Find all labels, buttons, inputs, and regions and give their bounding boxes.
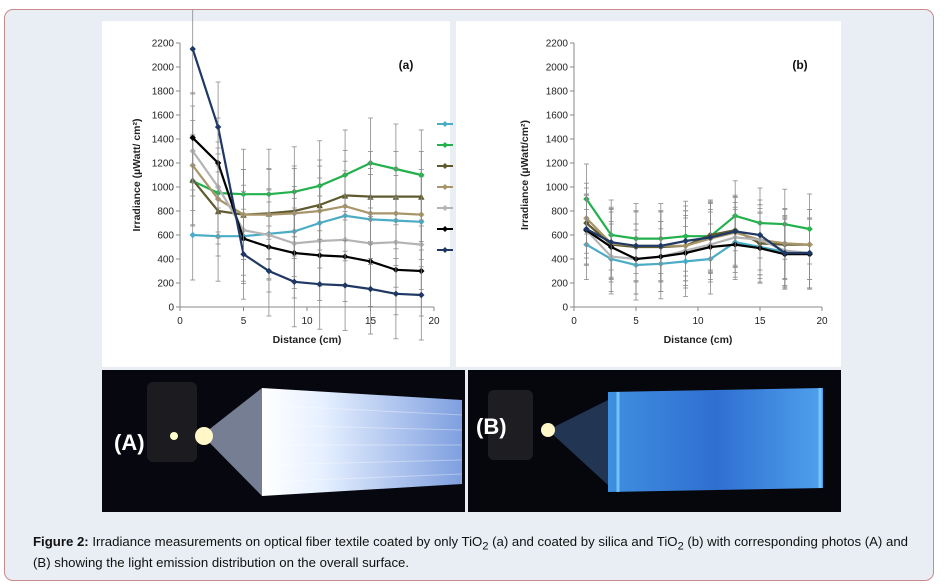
- figure-caption: Figure 2: Irradiance measurements on opt…: [33, 534, 913, 570]
- x-axis-title: Distance (cm): [273, 334, 342, 346]
- y-tick-label: 200: [551, 279, 568, 290]
- x-tick-label: 5: [241, 316, 247, 327]
- caption-lead: Figure 2:: [33, 534, 89, 549]
- data-point: [291, 278, 298, 285]
- y-tick-label: 1200: [152, 159, 175, 170]
- y-tick-label: 400: [551, 255, 568, 266]
- chart-b-svg: 0200400600800100012001400160018002000220…: [519, 39, 828, 347]
- y-tick-label: 2000: [546, 63, 569, 74]
- caption-text-2: (a) and coated by silica and TiO: [488, 534, 678, 549]
- y-tick-label: 0: [562, 303, 568, 314]
- data-point: [189, 134, 196, 141]
- y-tick-label: 1000: [152, 183, 175, 194]
- y-tick-label: 600: [551, 231, 568, 242]
- y-axis-title: Irradiance (µWatt/cm²): [519, 120, 531, 230]
- y-tick-label: 600: [157, 231, 174, 242]
- y-tick-label: 800: [157, 207, 174, 218]
- y-tick-label: 1800: [546, 87, 569, 98]
- y-tick-label: 1200: [546, 159, 569, 170]
- series-line: [191, 179, 422, 216]
- caption-sub-1: 2: [482, 540, 489, 553]
- y-tick-label: 2200: [152, 39, 175, 50]
- legend-marker: [442, 142, 448, 148]
- x-tick-label: 20: [428, 316, 440, 327]
- y-tick-label: 2200: [546, 39, 569, 50]
- series-line: [585, 229, 810, 261]
- caption-sub-2: 2: [677, 540, 684, 553]
- photo-a-label: (A): [114, 430, 145, 455]
- x-tick-label: 20: [816, 316, 828, 327]
- panel-label: (b): [792, 58, 807, 72]
- data-point: [316, 281, 323, 288]
- fiber-textile: [608, 388, 823, 492]
- data-point: [392, 290, 400, 297]
- data-point: [341, 282, 349, 289]
- panel-label: (a): [399, 58, 414, 72]
- led-glow: [195, 427, 213, 445]
- photo-b-image: (B): [468, 370, 841, 512]
- led-glow: [541, 423, 555, 437]
- legend-marker: [442, 163, 448, 169]
- series-line: [192, 214, 422, 238]
- y-tick-label: 2000: [152, 63, 175, 74]
- y-axis-title: Irradiance (µWatt/ cm²): [131, 118, 143, 231]
- data-point: [632, 242, 640, 249]
- series-line: [191, 150, 422, 246]
- photo-a-image: (A): [102, 370, 465, 512]
- data-point: [756, 231, 764, 239]
- x-axis-title: Distance (cm): [664, 334, 733, 346]
- y-tick-label: 1800: [152, 87, 175, 98]
- x-tick-label: 0: [571, 316, 577, 327]
- legend-marker: [442, 226, 448, 232]
- figure-frame: 0 200 400 600 800 1000 1200 1400 1600 1800 2000 220…: [4, 9, 934, 581]
- data-point: [265, 267, 273, 275]
- y-tick-label: 1400: [546, 135, 569, 146]
- caption-text-3: (b) with corresponding photos (A) and (B…: [33, 534, 908, 570]
- series-line: [585, 217, 810, 247]
- y-tick-label: 1400: [152, 135, 175, 146]
- series-line: [585, 198, 810, 240]
- data-point: [806, 249, 813, 257]
- photo-b-label: (B): [476, 414, 507, 439]
- y-tick-label: 400: [157, 255, 174, 266]
- caption-text-1: Irradiance measurements on optical fiber…: [88, 534, 483, 549]
- data-point: [418, 291, 425, 299]
- legend-marker: [442, 205, 448, 211]
- chart-panel-b: 0 200 400 600 800 1000 1200 1400 1600 1800 2000 220…: [456, 21, 841, 367]
- data-point: [214, 123, 222, 131]
- y-tick-label: 800: [551, 207, 568, 218]
- legend-marker: [442, 121, 448, 127]
- series-line: [191, 48, 422, 297]
- data-point: [240, 251, 247, 258]
- y-tick-label: 1600: [546, 111, 569, 122]
- x-tick-label: 10: [301, 316, 313, 327]
- legend-marker: [442, 247, 448, 253]
- data-point: [367, 285, 374, 293]
- light-source-box: [147, 382, 197, 462]
- data-point: [189, 45, 196, 53]
- chart-panel-a: 0 200 400 600 800 1000 1200 1400 1600 1800 2000 220…: [102, 10, 502, 367]
- x-tick-label: 5: [633, 316, 639, 327]
- y-tick-label: 0: [168, 303, 174, 314]
- data-point: [189, 231, 196, 239]
- fiber-textile: [262, 388, 462, 496]
- light-source-box: [488, 390, 533, 460]
- x-tick-label: 15: [754, 316, 766, 327]
- y-tick-label: 200: [157, 279, 174, 290]
- x-tick-label: 0: [177, 316, 183, 327]
- photo-b: (B): [468, 370, 841, 512]
- series-line: [191, 137, 422, 273]
- data-point: [682, 237, 689, 245]
- series-line: [585, 241, 810, 267]
- series-line: [585, 228, 810, 255]
- x-tick-label: 10: [692, 316, 704, 327]
- y-tick-label: 1600: [152, 111, 175, 122]
- legend-marker: [442, 184, 448, 190]
- y-tick-label: 1000: [546, 183, 569, 194]
- photo-a: (A): [102, 370, 465, 512]
- chart-a-svg: 0200400600800100012001400160018002000220…: [131, 10, 502, 346]
